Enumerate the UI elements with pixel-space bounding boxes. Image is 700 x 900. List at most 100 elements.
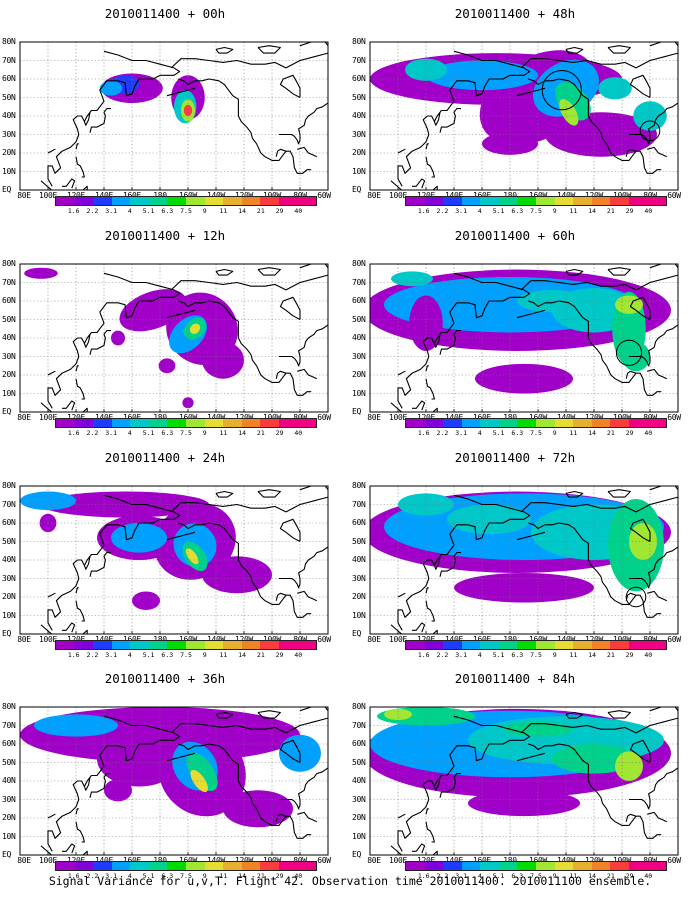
coastline — [649, 707, 678, 712]
colorbar-swatch — [461, 419, 481, 427]
coastline — [62, 622, 76, 633]
colorbar-swatch — [406, 197, 425, 205]
coastline — [40, 624, 53, 634]
colorbar-swatch — [610, 862, 629, 870]
colorbar-label: 40 — [644, 429, 653, 437]
colorbar-swatch — [536, 197, 555, 205]
colorbar-label: 6.3 — [511, 207, 524, 215]
colorbar-swatch — [111, 197, 131, 205]
lon-tick-label: 80W — [293, 413, 307, 422]
colorbar-label: 21 — [606, 207, 615, 215]
coastline — [40, 402, 53, 412]
colorbar-label: 40 — [644, 207, 653, 215]
observation-circle — [615, 339, 643, 366]
lat-tick-label: 30N — [2, 129, 16, 139]
colorbar-swatch — [74, 419, 94, 427]
lon-tick-label: 180 — [153, 635, 167, 644]
lat-tick-label: 50N — [352, 92, 366, 102]
colorbar-swatch — [74, 862, 94, 870]
coastline — [166, 309, 196, 319]
lon-tick-label: 120W — [584, 191, 604, 200]
colorbar-label: 14 — [588, 872, 597, 880]
variance-contour — [189, 323, 201, 334]
colorbar-label: 4 — [127, 872, 132, 880]
coastline — [528, 743, 662, 839]
map-panel: 2010011400 + 60h 80N 70N 60N 50N 40N 30N 20N 10N… — [350, 222, 681, 437]
coastline — [439, 773, 461, 798]
lat-tick-label: 30N — [2, 794, 16, 804]
lon-tick-label: 120E — [66, 856, 86, 865]
panel-title: 2010011400 + 84h — [454, 671, 576, 686]
lon-tick-label: 80W — [643, 635, 657, 644]
colorbar-label: 4 — [127, 429, 132, 437]
coastline — [166, 531, 196, 541]
coastline — [299, 707, 328, 712]
colorbar-label: 3.1 — [105, 207, 118, 215]
coastline — [390, 402, 403, 412]
map-panel: 2010011400 + 48h 80N 70N 60N 50N 40N 30N 20N 10N… — [350, 0, 681, 215]
lon-tick-label: 120W — [584, 413, 604, 422]
colorbar-swatch — [56, 419, 75, 427]
lat-tick-label: EQ — [2, 407, 12, 416]
coastline — [390, 180, 403, 190]
colorbar-label: 14 — [238, 207, 247, 215]
coastline — [40, 180, 53, 190]
colorbar-swatch — [111, 862, 131, 870]
coastline — [397, 370, 406, 376]
colorbar-label: 2.2 — [86, 872, 99, 880]
variance-contour — [104, 779, 132, 802]
variance-contour — [34, 714, 118, 737]
variance-contour — [454, 572, 594, 603]
colorbar-label: 3.1 — [455, 651, 468, 659]
lat-tick-label: 50N — [352, 757, 366, 767]
lat-tick-label: 70N — [352, 277, 366, 287]
coastline — [412, 843, 426, 854]
colorbar-label: 11 — [569, 207, 578, 215]
lat-tick-label: 70N — [2, 720, 16, 730]
lon-tick-label: 80E — [17, 635, 31, 644]
lat-tick-label: 10N — [2, 610, 16, 620]
lon-tick-label: 80W — [643, 856, 657, 865]
lon-tick-label: 140W — [206, 635, 226, 644]
lon-tick-label: 120W — [234, 856, 254, 865]
colorbar-swatch — [573, 862, 592, 870]
coastline — [279, 102, 328, 145]
colorbar-label: 5.1 — [492, 651, 505, 659]
colorbar-label: 1.6 — [67, 651, 80, 659]
lon-tick-label: 60W — [667, 413, 681, 422]
colorbar-swatch — [461, 862, 481, 870]
colorbar-swatch — [647, 419, 667, 427]
colorbar-label: 29 — [275, 429, 284, 437]
coastline — [397, 813, 406, 819]
colorbar-swatch — [517, 419, 537, 427]
coastline — [516, 87, 546, 97]
colorbar-label: 21 — [606, 872, 615, 880]
colorbar-swatch — [461, 641, 481, 649]
colorbar-swatch — [74, 641, 94, 649]
coastline — [47, 494, 181, 631]
lat-tick-label: EQ — [2, 185, 12, 194]
lat-tick-label: 80N — [2, 481, 16, 490]
coastline — [47, 592, 56, 598]
colorbar-swatch — [167, 641, 187, 649]
variance-contour — [517, 289, 587, 313]
colorbar-swatch — [167, 862, 187, 870]
colorbar-label: 6.3 — [511, 429, 524, 437]
coastline — [439, 108, 461, 133]
colorbar-swatch — [278, 862, 298, 870]
lat-tick-label: 60N — [2, 74, 16, 83]
coastline — [412, 400, 426, 411]
coastline — [299, 486, 328, 491]
coastline — [629, 546, 678, 589]
coastline — [607, 489, 631, 498]
colorbar-label: 2.2 — [86, 429, 99, 437]
colorbar-swatch — [93, 641, 112, 649]
colorbar-swatch — [536, 641, 555, 649]
colorbar-swatch — [480, 641, 499, 649]
lon-tick-label: 120W — [584, 635, 604, 644]
variance-contour — [99, 80, 123, 96]
lon-tick-label: 120E — [416, 856, 436, 865]
coastline — [433, 556, 441, 570]
colorbar-label: 40 — [294, 872, 303, 880]
variance-contour — [391, 271, 433, 287]
